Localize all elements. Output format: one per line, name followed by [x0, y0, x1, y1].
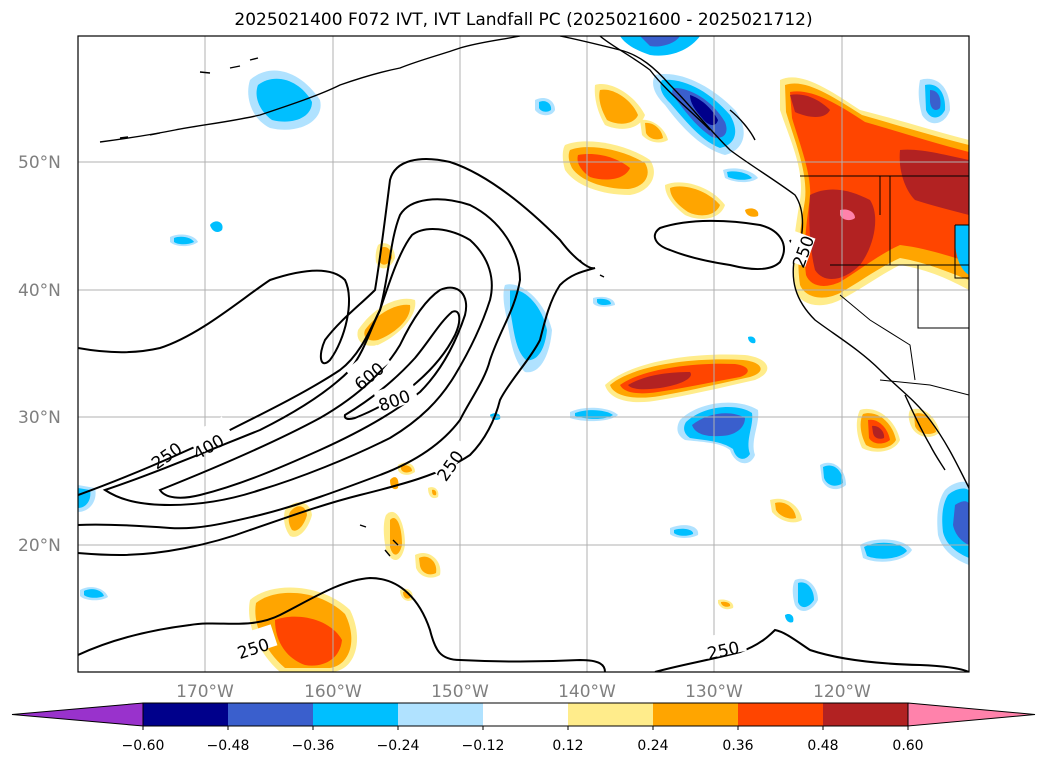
colorbar-tick-label: 0.48	[807, 738, 838, 754]
colorbar-tick-label: −0.36	[292, 738, 335, 754]
colorbar-tick-label: 0.60	[892, 738, 923, 754]
colorbar-extend-low	[11, 702, 144, 727]
gridlines	[78, 36, 969, 672]
lat-label-50n: 50°N	[18, 153, 61, 173]
colorbar-segment	[568, 703, 653, 726]
ivt-contours	[78, 158, 969, 672]
map-title: 2025021400 F072 IVT, IVT Landfall PC (20…	[234, 10, 813, 30]
colorbar-tick-label: −0.12	[462, 738, 505, 754]
lat-label-30n: 30°N	[18, 408, 61, 428]
lon-label-120w: 120°W	[813, 682, 871, 702]
colorbar-segment	[398, 703, 483, 726]
lon-label-170w: 170°W	[176, 682, 234, 702]
contour-labels: 250 400 600 800 250 250 250 250	[142, 231, 819, 665]
political-borders	[800, 175, 969, 396]
colorbar-segment	[313, 703, 398, 726]
colorbar-segment	[228, 703, 313, 726]
longitude-labels: 170°W 160°W 150°W 140°W 130°W 120°W	[176, 682, 871, 702]
colorbar	[11, 702, 1036, 727]
colorbar-tick-label: −0.48	[207, 738, 250, 754]
colorbar-segment	[143, 703, 228, 726]
colorbar-ticks: −0.60 −0.48 −0.36 −0.24 −0.12 0.12 0.24 0.36 0.4…	[122, 726, 924, 754]
lon-label-130w: 130°W	[685, 682, 743, 702]
colorbar-frame	[142, 702, 909, 727]
colorbar-segment	[653, 703, 738, 726]
colorbar-segment	[823, 703, 908, 726]
lat-label-40n: 40°N	[18, 281, 61, 301]
colorbar-extend-high	[907, 702, 1036, 727]
colorbar-segment	[483, 703, 568, 726]
colorbar-tick-label: −0.60	[122, 738, 165, 754]
colorbar-tick-label: −0.24	[377, 738, 420, 754]
lon-label-160w: 160°W	[304, 682, 362, 702]
plot-frame	[77, 35, 970, 673]
colorbar-tick-label: 0.12	[552, 738, 583, 754]
lon-label-140w: 140°W	[558, 682, 616, 702]
colorbar-tick-label: 0.36	[722, 738, 753, 754]
latitude-labels: 50°N 40°N 30°N 20°N	[18, 153, 61, 556]
colorbar-tick-label: 0.24	[637, 738, 668, 754]
colorbar-segment	[738, 703, 823, 726]
lat-label-20n: 20°N	[18, 536, 61, 556]
lon-label-150w: 150°W	[431, 682, 489, 702]
